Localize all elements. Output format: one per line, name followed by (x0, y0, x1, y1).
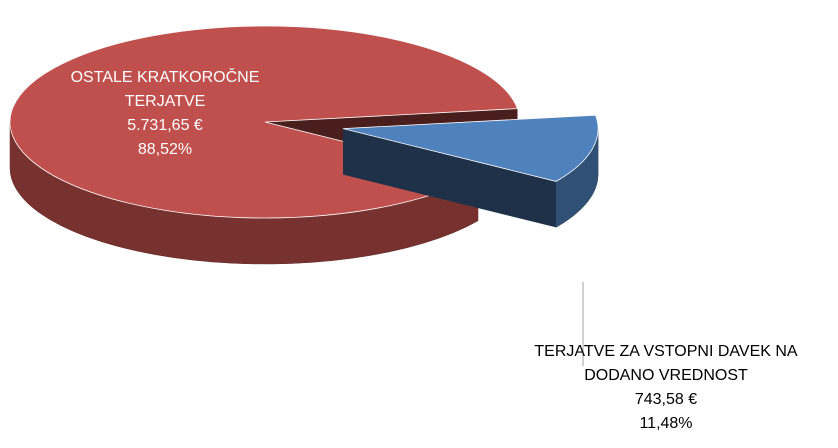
value-label: 5.731,65 € (127, 117, 203, 134)
slice-cut-face (343, 128, 557, 228)
value-label: 743,58 € (634, 391, 698, 408)
slice (343, 114, 599, 182)
slice-label: TERJATVE ZA VSTOPNI DAVEK NA DODANO VRED… (498, 340, 834, 436)
percent-label: 88,52% (137, 141, 193, 158)
percent-label: 11,48% (639, 415, 693, 432)
category-label: OSTALE KRATKOROČNE TERJATVE (70, 69, 260, 110)
slice-label: OSTALE KRATKOROČNE TERJATVE 5.731,65 € 8… (60, 66, 270, 162)
category-label: TERJATVE ZA VSTOPNI DAVEK NA DODANO VRED… (534, 343, 798, 384)
